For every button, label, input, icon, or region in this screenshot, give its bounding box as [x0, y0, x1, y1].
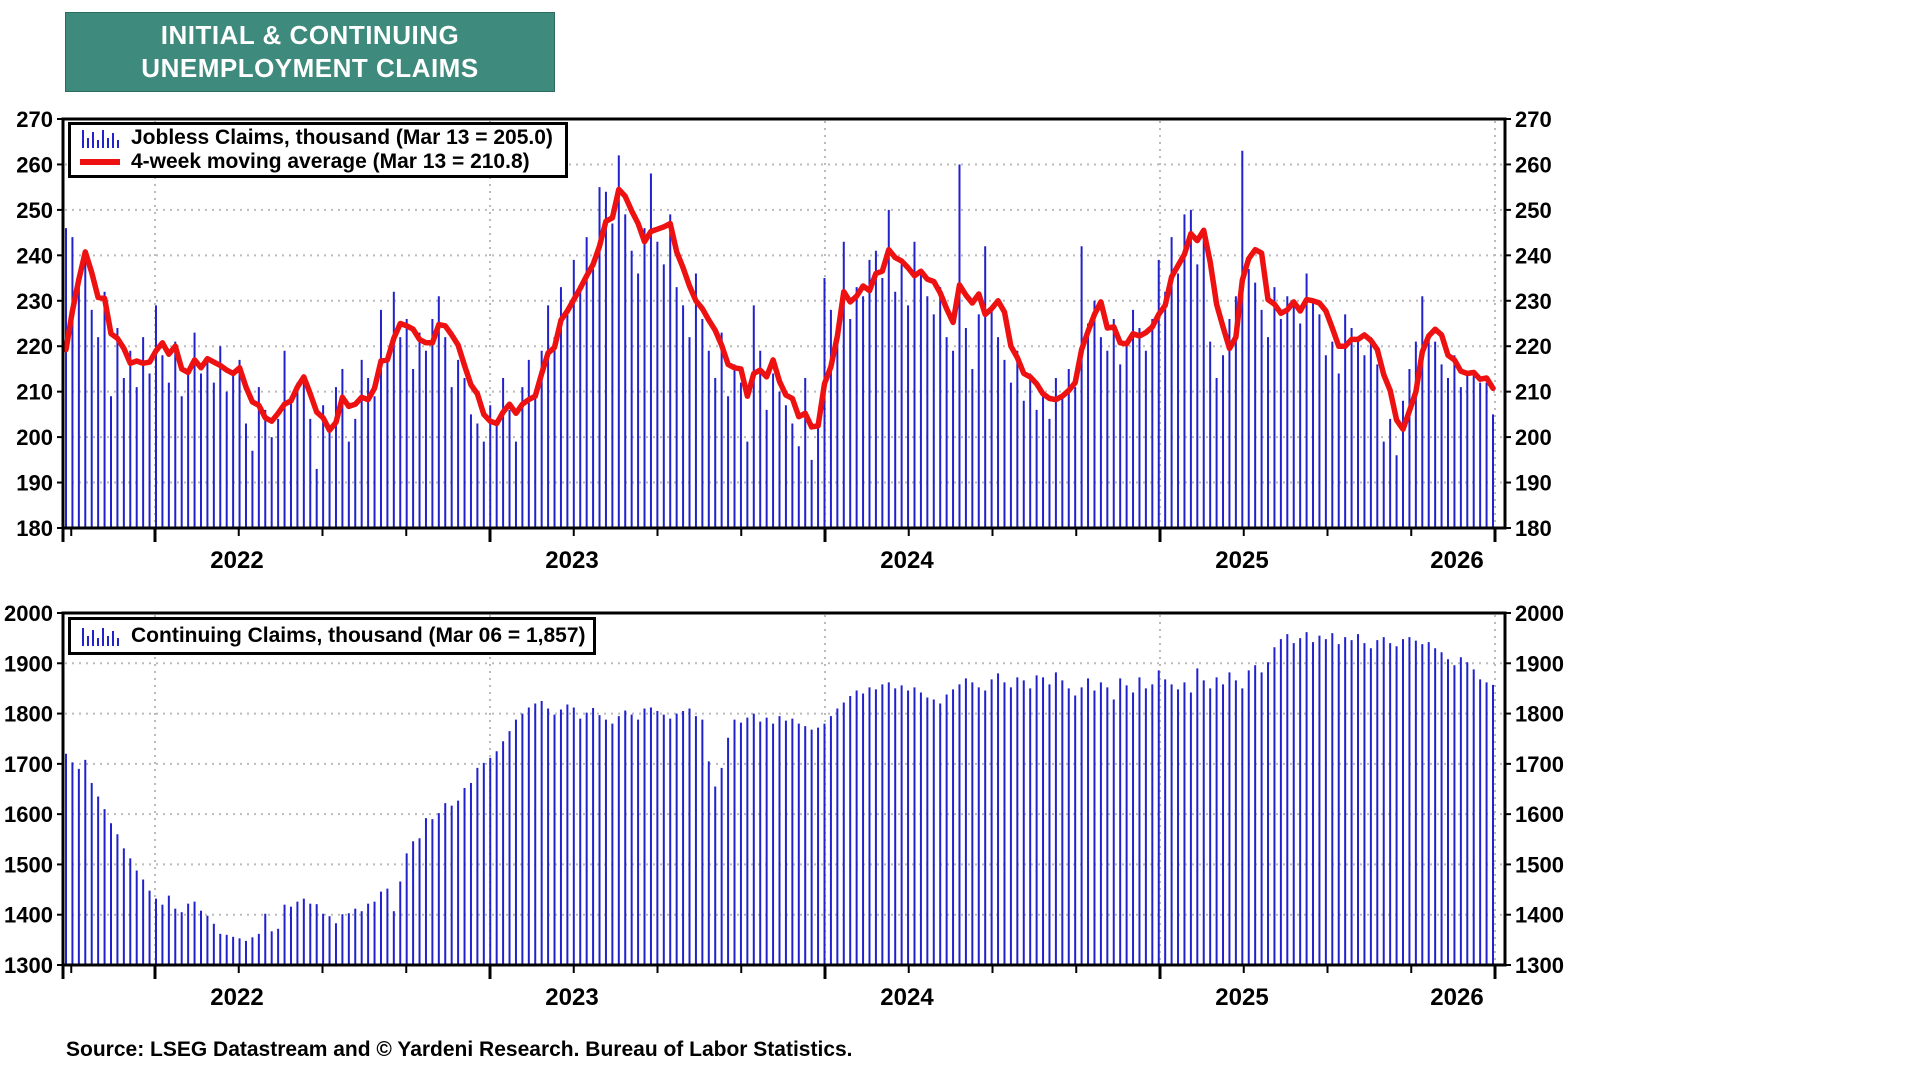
initial-claims-panel: 180 190 200 210 220 230 240 250 260 270 180 190 200 2…: [16, 107, 1551, 574]
year-label: 2022: [210, 547, 263, 574]
y-tick-label: 270: [1515, 107, 1552, 132]
title-banner: INITIAL & CONTINUING UNEMPLOYMENT CLAIMS: [65, 12, 555, 92]
continuing-claims-panel-x-axis: 2022 2023 2024 2025 2026: [61, 966, 1497, 1011]
y-tick-label: 230: [1515, 289, 1552, 314]
y-tick-label: 240: [1515, 243, 1552, 268]
continuing-claims-legend-label: Continuing Claims, thousand (Mar 06 = 1,…: [131, 624, 586, 647]
y-tick-label: 1900: [1515, 651, 1564, 676]
legend-row-moving-average: 4-week moving average (Mar 13 = 210.8): [79, 150, 557, 174]
top-panel-legend: Jobless Claims, thousand (Mar 13 = 205.0…: [68, 122, 568, 178]
y-tick-label: 1500: [1515, 852, 1564, 877]
y-tick-label: 210: [1515, 380, 1552, 405]
title-line-2: UNEMPLOYMENT CLAIMS: [141, 53, 479, 83]
year-label: 2022: [210, 984, 263, 1011]
year-label: 2025: [1215, 984, 1268, 1011]
year-label: 2025: [1215, 547, 1268, 574]
initial-claims-panel-y-axis-labels-right: 180 190 200 210 220 230 240 250 260 270: [1505, 107, 1552, 541]
y-tick-label: 1400: [1515, 903, 1564, 928]
source-attribution: Source: LSEG Datastream and © Yardeni Re…: [66, 1038, 853, 1061]
y-tick-label: 230: [16, 289, 53, 314]
y-tick-label: 1600: [4, 802, 53, 827]
y-tick-label: 180: [1515, 516, 1552, 541]
continuing-claims-panel-y-axis-labels-left: 1300 1400 1500 1600 1700 1800 1900 2000: [4, 601, 63, 978]
y-tick-label: 2000: [4, 601, 53, 626]
blue-bars-swatch-icon: [79, 625, 121, 647]
y-tick-label: 1300: [1515, 953, 1564, 978]
title-line-1: INITIAL & CONTINUING: [160, 20, 460, 50]
y-tick-label: 1400: [4, 903, 53, 928]
y-tick-label: 220: [16, 334, 53, 359]
y-tick-label: 250: [16, 198, 53, 223]
red-line-swatch-icon: [79, 157, 121, 167]
jobless-claims-legend-label: Jobless Claims, thousand (Mar 13 = 205.0…: [131, 126, 553, 149]
continuing-claims-panel-y-axis-labels-right: 1300 1400 1500 1600 1700 1800 1900 2000: [1505, 601, 1564, 978]
y-tick-label: 190: [16, 471, 53, 496]
initial-claims-panel-y-axis-labels-left: 180 190 200 210 220 230 240 250 260 270: [16, 107, 63, 541]
y-tick-label: 1300: [4, 953, 53, 978]
y-tick-label: 1700: [1515, 752, 1564, 777]
initial-claims-panel-bars: [65, 150, 1494, 527]
y-tick-label: 1900: [4, 651, 53, 676]
y-tick-label: 180: [16, 516, 53, 541]
y-tick-label: 200: [1515, 425, 1552, 450]
blue-bars-swatch-icon: [79, 127, 121, 149]
bottom-panel-legend: Continuing Claims, thousand (Mar 06 = 1,…: [68, 617, 596, 655]
y-tick-label: 240: [16, 243, 53, 268]
initial-claims-panel-x-axis: 2022 2023 2024 2025 2026: [61, 529, 1497, 574]
continuing-claims-panel-frame: [61, 611, 1507, 967]
moving-average-legend-label: 4-week moving average (Mar 13 = 210.8): [131, 150, 530, 173]
y-tick-label: 1600: [1515, 802, 1564, 827]
y-tick-label: 1500: [4, 852, 53, 877]
year-label: 2023: [545, 547, 598, 574]
y-tick-label: 200: [16, 425, 53, 450]
y-tick-label: 210: [16, 380, 53, 405]
legend-row-jobless-claims: Jobless Claims, thousand (Mar 13 = 205.0…: [79, 126, 557, 150]
y-tick-label: 250: [1515, 198, 1552, 223]
year-label: 2026: [1430, 547, 1483, 574]
y-tick-label: 1800: [1515, 702, 1564, 727]
y-tick-label: 1800: [4, 702, 53, 727]
y-tick-label: 220: [1515, 334, 1552, 359]
year-label: 2024: [880, 984, 934, 1011]
year-label: 2024: [880, 547, 934, 574]
continuing-claims-panel-bars: [65, 632, 1494, 964]
y-tick-label: 2000: [1515, 601, 1564, 626]
y-tick-label: 190: [1515, 471, 1552, 496]
legend-row-continuing-claims: Continuing Claims, thousand (Mar 06 = 1,…: [79, 624, 586, 649]
y-tick-label: 260: [1515, 152, 1552, 177]
four-week-moving-average-line: [63, 186, 1496, 434]
year-label: 2023: [545, 984, 598, 1011]
initial-claims-panel-frame: [61, 117, 1507, 530]
y-tick-label: 1700: [4, 752, 53, 777]
y-tick-label: 260: [16, 152, 53, 177]
year-label: 2026: [1430, 984, 1483, 1011]
continuing-claims-panel: 1300 1400 1500 1600 1700 1800 1900 2000 1300 1400…: [4, 601, 1564, 1011]
y-tick-label: 270: [16, 107, 53, 132]
